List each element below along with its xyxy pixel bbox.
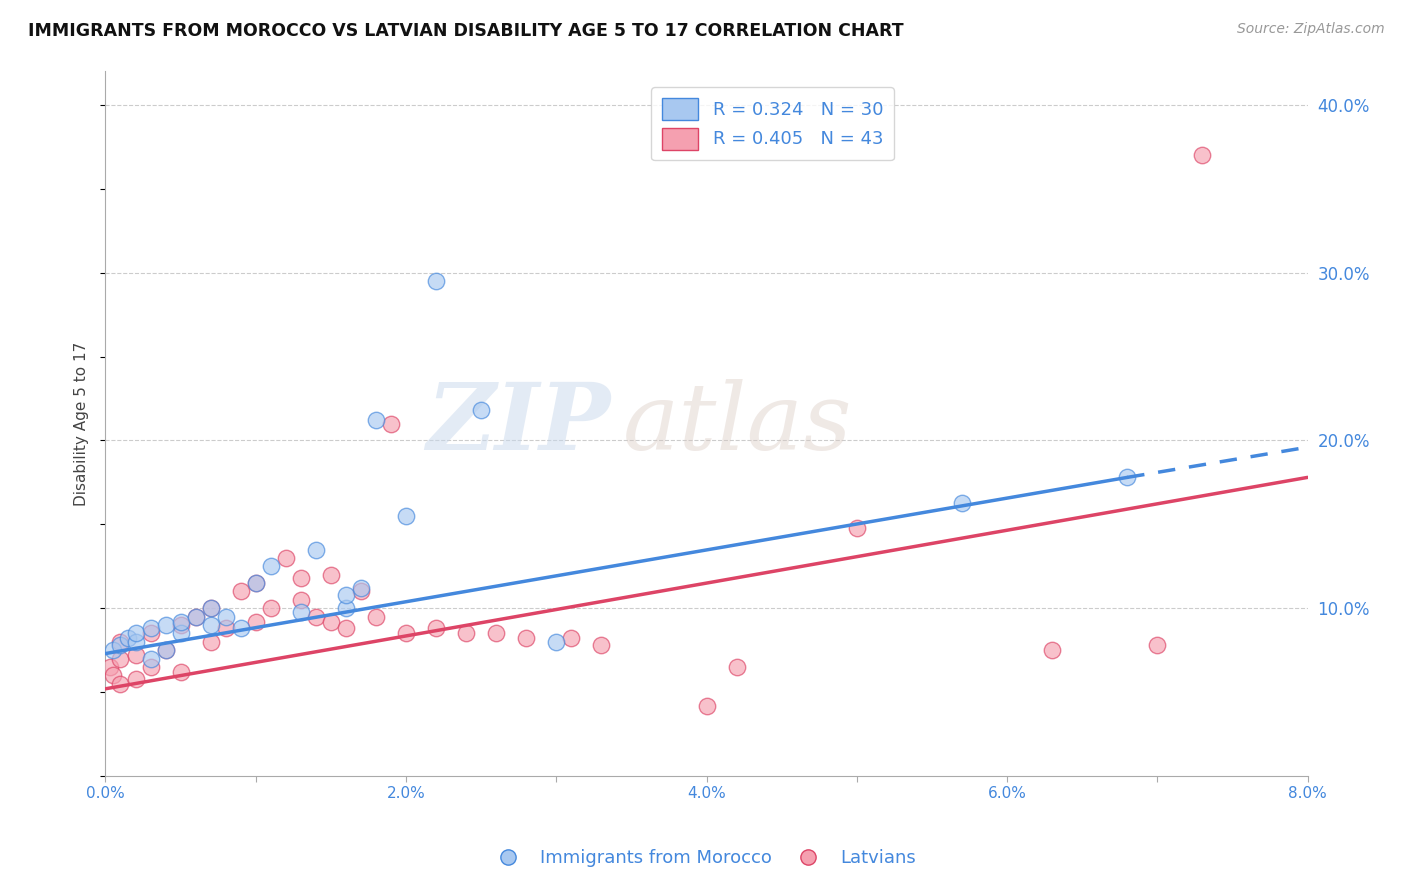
- Point: [124, 672, 146, 686]
- Point: [155, 643, 177, 657]
- Point: [1116, 470, 1139, 484]
- Point: [214, 621, 236, 635]
- Point: [101, 668, 124, 682]
- Point: [155, 643, 177, 657]
- Point: [169, 665, 191, 679]
- Legend: Immigrants from Morocco, Latvians: Immigrants from Morocco, Latvians: [482, 842, 924, 874]
- Point: [200, 601, 222, 615]
- Point: [110, 638, 132, 652]
- Point: [110, 677, 132, 691]
- Point: [229, 584, 252, 599]
- Point: [1191, 148, 1213, 162]
- Point: [335, 621, 357, 635]
- Point: [425, 621, 447, 635]
- Point: [274, 550, 297, 565]
- Point: [290, 605, 312, 619]
- Point: [169, 615, 191, 629]
- Point: [124, 626, 146, 640]
- Point: [560, 632, 582, 646]
- Point: [305, 609, 328, 624]
- Point: [110, 635, 132, 649]
- Point: [184, 609, 207, 624]
- Point: [470, 403, 492, 417]
- Point: [546, 635, 568, 649]
- Point: [350, 581, 373, 595]
- Point: [260, 559, 283, 574]
- Point: [725, 660, 748, 674]
- Point: [124, 648, 146, 663]
- Point: [117, 632, 139, 646]
- Point: [229, 621, 252, 635]
- Y-axis label: Disability Age 5 to 17: Disability Age 5 to 17: [75, 342, 90, 506]
- Point: [290, 592, 312, 607]
- Point: [245, 615, 267, 629]
- Text: ZIP: ZIP: [426, 379, 610, 468]
- Point: [350, 584, 373, 599]
- Point: [169, 626, 191, 640]
- Point: [155, 618, 177, 632]
- Point: [260, 601, 283, 615]
- Text: Source: ZipAtlas.com: Source: ZipAtlas.com: [1237, 22, 1385, 37]
- Point: [139, 621, 162, 635]
- Point: [696, 698, 718, 713]
- Point: [139, 626, 162, 640]
- Point: [454, 626, 477, 640]
- Point: [364, 609, 387, 624]
- Point: [139, 651, 162, 665]
- Point: [395, 508, 418, 523]
- Point: [950, 495, 973, 509]
- Point: [184, 609, 207, 624]
- Point: [364, 413, 387, 427]
- Point: [124, 635, 146, 649]
- Point: [515, 632, 537, 646]
- Point: [200, 618, 222, 632]
- Point: [425, 274, 447, 288]
- Point: [319, 615, 342, 629]
- Point: [101, 643, 124, 657]
- Point: [98, 660, 121, 674]
- Point: [319, 567, 342, 582]
- Point: [110, 651, 132, 665]
- Point: [845, 521, 868, 535]
- Point: [1040, 643, 1063, 657]
- Point: [290, 571, 312, 585]
- Point: [245, 576, 267, 591]
- Point: [1146, 638, 1168, 652]
- Point: [305, 542, 328, 557]
- Text: IMMIGRANTS FROM MOROCCO VS LATVIAN DISABILITY AGE 5 TO 17 CORRELATION CHART: IMMIGRANTS FROM MOROCCO VS LATVIAN DISAB…: [28, 22, 904, 40]
- Text: atlas: atlas: [623, 379, 852, 468]
- Point: [335, 601, 357, 615]
- Point: [335, 588, 357, 602]
- Point: [139, 660, 162, 674]
- Point: [245, 576, 267, 591]
- Point: [214, 609, 236, 624]
- Point: [380, 417, 402, 431]
- Point: [485, 626, 508, 640]
- Point: [169, 618, 191, 632]
- Point: [200, 601, 222, 615]
- Point: [395, 626, 418, 640]
- Legend: R = 0.324   N = 30, R = 0.405   N = 43: R = 0.324 N = 30, R = 0.405 N = 43: [651, 87, 894, 161]
- Point: [200, 635, 222, 649]
- Point: [591, 638, 613, 652]
